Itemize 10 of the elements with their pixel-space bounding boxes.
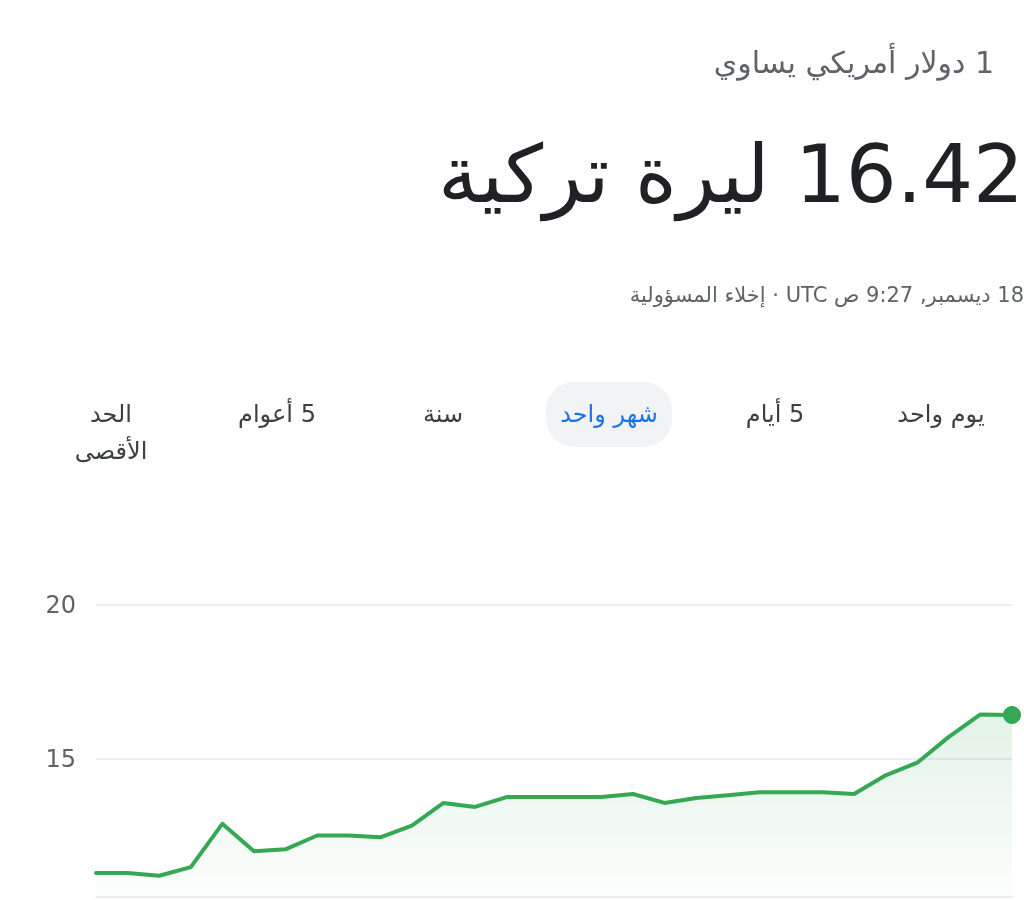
y-tick-label: 20 <box>45 591 76 619</box>
chart-title: 16.42 ليرة تركية <box>438 128 1024 221</box>
text: شهر واحد <box>546 382 672 448</box>
text: يوم واحد <box>896 399 986 430</box>
text: 5 أعوام <box>237 397 317 430</box>
text: سنة <box>421 399 465 430</box>
text: الحد الأقصى <box>73 399 149 468</box>
y-tick-label: 15 <box>45 744 76 773</box>
text: 18 ديسمبر, 9:27 ص UTC · إخلاء المسؤولية <box>629 283 1024 307</box>
text: 5 أيام <box>744 397 806 430</box>
